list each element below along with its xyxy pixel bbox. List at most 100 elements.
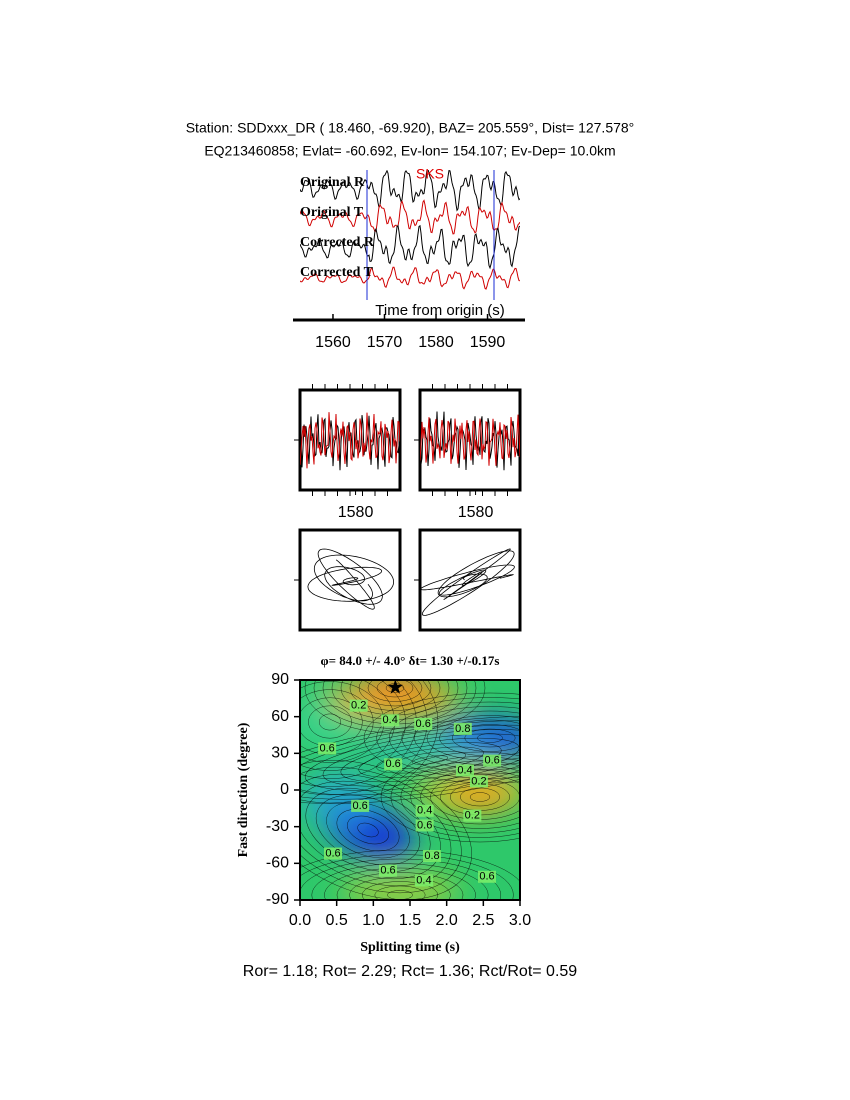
contour-line — [324, 867, 476, 900]
phase-label: SKS — [416, 166, 444, 182]
contour-line — [349, 680, 441, 711]
x-tick-label: 2.5 — [472, 912, 494, 929]
contour-label-bg — [414, 718, 433, 730]
waveform — [300, 199, 520, 235]
x-tick-label: 3.0 — [509, 912, 531, 929]
particle-path — [307, 548, 395, 610]
contour-label: 0.6 — [416, 718, 431, 730]
contour-label: 0.2 — [465, 810, 480, 822]
contour-label-bg — [483, 754, 502, 767]
contour-line — [358, 742, 502, 778]
contour-line — [304, 680, 486, 734]
contour-label-bg — [414, 874, 433, 887]
contour-label: 0.6 — [380, 865, 395, 877]
particle-panel — [298, 528, 402, 632]
contour-line — [357, 822, 379, 838]
y-tick-label: -30 — [266, 818, 289, 835]
contour-line — [300, 849, 520, 882]
contour-line — [313, 680, 477, 729]
waveform — [300, 266, 520, 290]
contour-line — [374, 885, 426, 900]
waveform — [300, 170, 520, 212]
contour-label-bg — [463, 809, 482, 822]
contour-label-bg — [453, 722, 472, 735]
y-tick-label: -60 — [266, 855, 289, 872]
contour-label-bg — [415, 804, 434, 817]
waveform — [420, 414, 520, 466]
x-tick-label: 0.5 — [326, 912, 348, 929]
contour-line — [315, 794, 421, 866]
contour-label-bg — [415, 819, 434, 832]
contour-line — [336, 808, 400, 852]
contour-label-bg — [324, 847, 342, 860]
y-tick-label: 90 — [271, 671, 289, 688]
contour-label-bg — [384, 758, 403, 771]
contour-line — [363, 692, 520, 784]
waveform — [300, 412, 400, 469]
contour-line — [380, 751, 520, 843]
x-tick-label: 1580 — [338, 504, 374, 521]
y-tick-label: 0 — [280, 781, 289, 798]
trace-label: Original T — [300, 205, 364, 220]
contour-label: 0.6 — [319, 742, 334, 754]
contour-label: 0.6 — [417, 819, 432, 831]
y-tick-label: 30 — [271, 745, 289, 762]
contour-line — [300, 724, 520, 796]
contour-line — [376, 746, 484, 774]
contour-label-bg — [456, 764, 474, 777]
contour-line — [300, 858, 502, 900]
contour-line — [326, 801, 410, 859]
contour-line — [388, 701, 520, 775]
trace-label: Original R — [300, 175, 365, 190]
contour-label-bg — [318, 742, 337, 755]
contour-label: 0.8 — [424, 850, 439, 862]
contour-line — [300, 759, 472, 900]
contour-line — [300, 854, 514, 900]
contour-line — [308, 705, 352, 739]
contour-label: 0.6 — [325, 847, 340, 859]
x-tick-label: 2.0 — [436, 912, 458, 929]
trace-panel — [300, 170, 520, 290]
x-tick-label: 1560 — [315, 334, 351, 351]
contour-line — [300, 766, 462, 894]
trace-label: Corrected T — [300, 265, 374, 280]
grid-title: φ= 84.0 +/- 4.0° δt= 1.30 +/-0.17s — [321, 653, 500, 668]
contour-line — [311, 863, 489, 900]
contour-line — [300, 680, 406, 779]
contour-line — [336, 872, 464, 900]
contour-line — [400, 760, 520, 834]
contour-line — [367, 680, 423, 702]
contour-line — [361, 881, 439, 900]
contour-label: 0.4 — [417, 805, 432, 817]
x-tick-label: 1580 — [458, 504, 494, 521]
particle-path — [420, 548, 515, 616]
best-fit-star — [387, 679, 403, 694]
window-waveforms — [300, 410, 520, 616]
footer: Ror= 1.18; Rot= 2.29; Rct= 1.36; Rct/Rot… — [243, 963, 578, 980]
x-axis-title: Splitting time (s) — [360, 940, 460, 955]
contour-label-bg — [469, 775, 488, 788]
contour-line — [347, 815, 389, 845]
trace-label: Corrected R — [300, 235, 375, 250]
particle-motion — [420, 548, 515, 616]
particle-panel — [418, 528, 522, 632]
contour-label-bg — [423, 850, 441, 862]
x-axis-title: Time from origin (s) — [375, 302, 504, 319]
contour-line — [410, 765, 520, 829]
x-tick-label: 1.0 — [362, 912, 384, 929]
contour-label: 0.4 — [416, 874, 431, 886]
window-waveforms — [300, 410, 400, 471]
contour-label: 0.6 — [352, 800, 367, 812]
contour-label: 0.2 — [471, 775, 486, 787]
contour-label: 0.8 — [455, 723, 470, 735]
y-tick-label: -90 — [266, 891, 289, 908]
contour-label-bg — [478, 870, 496, 883]
header-line: EQ213460858; Evlat= -60.692, Ev-lon= 154… — [204, 143, 615, 159]
contour-line — [304, 729, 520, 791]
contour-label: 0.6 — [479, 871, 494, 883]
y-axis-title: Fast direction (degree) — [236, 722, 251, 857]
contour-line — [411, 755, 449, 765]
contour-label-bg — [379, 864, 397, 877]
contour-label: 0.4 — [383, 714, 398, 726]
